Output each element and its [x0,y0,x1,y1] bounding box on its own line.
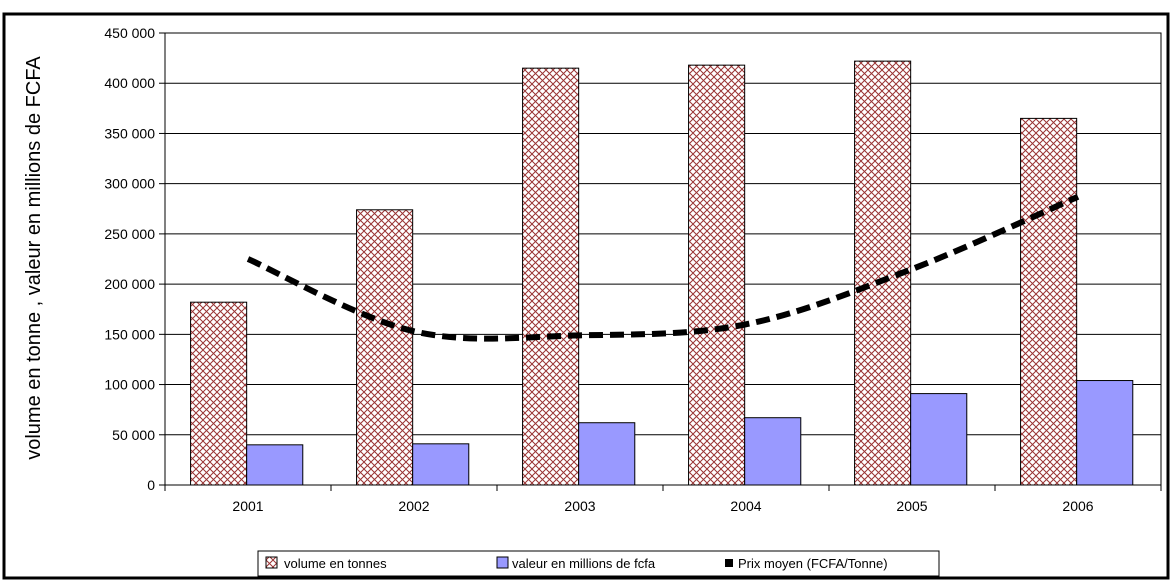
y-tick-label: 450 000 [104,25,155,41]
y-tick-label: 250 000 [104,226,155,242]
x-tick-label: 2004 [730,498,761,514]
legend-label-volume: volume en tonnes [284,556,387,571]
legend-swatch-volume [265,556,278,569]
x-tick-label: 2003 [564,498,595,514]
bar-volume [190,301,248,486]
bar-valeur [1076,380,1134,486]
x-tick-label: 2005 [896,498,927,514]
bar-volume [1020,117,1078,486]
y-tick-label: 200 000 [104,276,155,292]
y-tick-label: 300 000 [104,176,155,192]
y-tick-label: 0 [147,477,155,493]
bar-valeur [910,393,968,486]
x-tick-label: 2002 [398,498,429,514]
legend-label-prix: Prix moyen (FCFA/Tonne) [738,556,888,571]
gridlines [165,82,1161,436]
line-prix-moyen [246,193,1080,342]
bar-valeur [246,444,304,486]
bar-volume [522,67,580,486]
y-tick-label: 50 000 [112,427,155,443]
x-tick-label: 2006 [1062,498,1093,514]
y-tick-label: 150 000 [104,326,155,342]
legend-label-valeur: valeur en millions de fcfa [512,556,656,571]
price-line [246,193,1080,342]
y-tick-label: 100 000 [104,377,155,393]
bars [190,60,1134,486]
bar-valeur [744,417,802,486]
y-tick-label: 400 000 [104,75,155,91]
legend-swatch-prix [725,559,733,567]
x-tick-label: 2001 [232,498,263,514]
bar-volume [688,64,746,486]
legend: volume en tonnes valeur en millions de f… [257,550,940,577]
y-tick-label: 350 000 [104,125,155,141]
y-axis-label: volume en tonne , valeur en millions de … [23,56,45,460]
bar-valeur [578,422,636,486]
x-axis-ticks: 2001 2002 2003 2004 2005 2006 [164,485,1162,514]
bar-valeur [412,443,470,486]
y-axis-ticks: 0 50 000 100 000 150 000 200 000 250 000 300 0… [104,25,165,493]
legend-swatch-valeur [496,556,509,569]
bar-volume [356,209,414,486]
legend-box [257,550,940,577]
plot-area [164,32,1162,486]
